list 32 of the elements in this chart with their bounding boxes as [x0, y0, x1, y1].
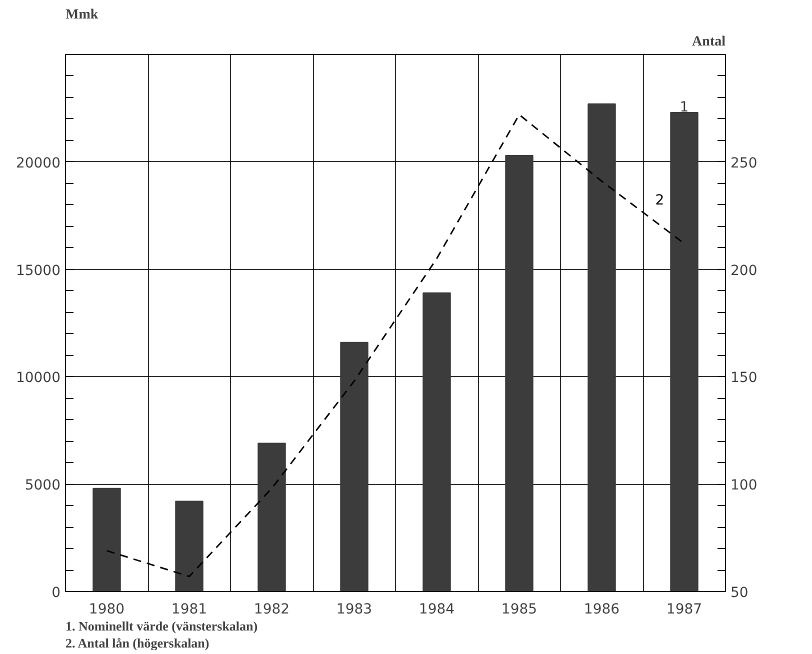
- y-tick-label: 0: [52, 585, 61, 601]
- x-tick-label: 1980: [88, 602, 125, 618]
- y2-tick-label: 250: [730, 155, 758, 172]
- y2-tick-label: 200: [730, 262, 758, 279]
- bar: [258, 442, 286, 592]
- y2-tick-label: 50: [730, 585, 748, 601]
- x-tick-label: 1982: [254, 602, 290, 618]
- bar: [92, 488, 121, 592]
- text: 2. Antal lån (högerskalan): [66, 636, 210, 650]
- x-tick-label: 1987: [666, 602, 702, 618]
- y2-tick-label: 150: [730, 370, 758, 386]
- bar: [505, 154, 534, 592]
- x-tick-label: 1984: [418, 602, 455, 618]
- x-tick-label: 1986: [584, 602, 620, 618]
- y-axis-title: Mmk: [66, 8, 98, 22]
- y2-tick-label: 100: [730, 478, 758, 494]
- y-tick-label: 10000: [16, 370, 61, 386]
- bar: [422, 292, 451, 592]
- x-tick-label: 1983: [336, 602, 372, 618]
- y2-axis-title: Antal: [692, 34, 726, 50]
- bar: [588, 103, 616, 592]
- y-tick-label: 15000: [16, 262, 61, 279]
- x-tick-label: 1985: [501, 602, 538, 618]
- y-tick-label: 20000: [16, 155, 61, 172]
- bar: [175, 500, 204, 592]
- y-tick-label: 5000: [24, 478, 61, 494]
- bar: [670, 112, 698, 592]
- bar: [340, 342, 368, 592]
- text: 1. Nominellt värde (vänsterskalan): [66, 618, 258, 634]
- x-tick-label: 1981: [171, 602, 208, 618]
- series-label: 2: [655, 192, 664, 208]
- series-label: 1: [680, 99, 689, 116]
